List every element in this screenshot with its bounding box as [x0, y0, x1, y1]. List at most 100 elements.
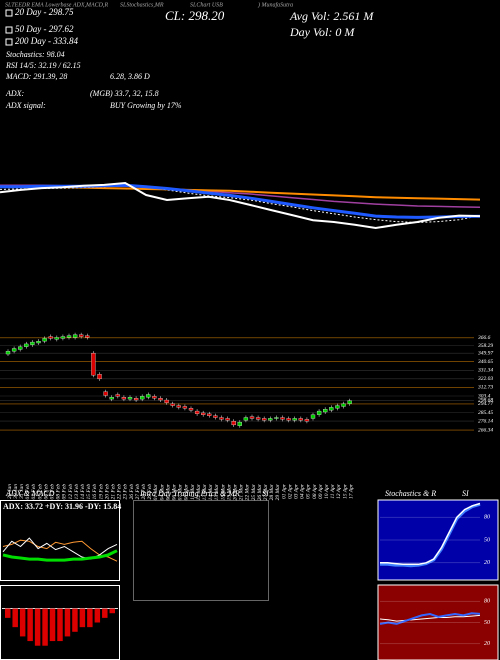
bar — [64, 608, 71, 637]
y-tick-label: 285.45 — [478, 409, 493, 416]
x-tick-label: 28 Mar — [269, 483, 275, 500]
candle — [225, 418, 230, 421]
bar — [49, 608, 56, 642]
y-tick-label: 312.73 — [477, 385, 493, 391]
candle — [54, 337, 59, 340]
candle — [194, 410, 200, 414]
candle — [158, 398, 163, 401]
y-tick-label: 50 — [484, 620, 490, 626]
annotation: ) MunafaSutra — [257, 1, 293, 8]
y-tick-label: 366.6 — [477, 335, 491, 341]
series-line — [2, 537, 118, 560]
x-tick-label: 27 Mar — [263, 483, 269, 500]
x-tick-label: 15 Feb — [86, 484, 92, 500]
candle — [97, 374, 102, 380]
y-tick-label: 294.77 — [478, 400, 493, 407]
x-tick-label: 11 Mar — [190, 483, 196, 500]
annotation: SLChart USB — [190, 2, 223, 8]
candle — [310, 414, 316, 419]
candle — [121, 397, 127, 400]
annotation: Avg Vol: 2.561 M — [289, 9, 374, 23]
x-tick-label: 21 Mar — [239, 483, 245, 500]
candle — [152, 396, 157, 399]
series-line — [379, 614, 481, 622]
candle — [249, 416, 255, 419]
candle — [30, 341, 35, 345]
candle — [262, 418, 267, 421]
x-tick-label: 08 Apr — [312, 483, 318, 499]
series-line — [2, 539, 118, 562]
candle — [316, 410, 322, 415]
x-tick-label: 07 Mar — [178, 483, 184, 500]
x-tick-label: 14 Feb — [79, 484, 86, 500]
candle — [170, 403, 175, 406]
x-tick-label: 16 Feb — [92, 484, 98, 500]
candle — [268, 418, 273, 421]
x-tick-label: 12 Mar — [196, 483, 202, 500]
series-line — [380, 502, 481, 566]
x-tick-label: 25 Mar — [251, 483, 257, 500]
x-tick-label: 06 Feb — [43, 484, 49, 500]
candle — [292, 418, 297, 421]
candle — [48, 336, 53, 339]
candle — [24, 343, 29, 347]
y-tick-label: 298.68 — [478, 398, 493, 404]
panel-title: Intra Day Trading Price & MR — [139, 489, 240, 498]
bar — [94, 608, 101, 623]
intraday-panel — [133, 500, 269, 601]
y-tick-label: 340.65 — [477, 358, 493, 365]
candle — [146, 394, 151, 398]
candle — [304, 419, 310, 422]
y-tick-label: 20 — [484, 641, 490, 647]
candle — [79, 334, 84, 337]
x-tick-label: 05 Mar — [165, 483, 171, 500]
y-tick-label: 80 — [484, 515, 490, 521]
annotation: CL: 298.20 — [165, 8, 225, 23]
annotation: MACD: 291.39, 28 — [5, 72, 67, 81]
x-tick-label: 29 Mar — [275, 483, 281, 500]
x-tick-label: 29 Feb — [147, 484, 153, 500]
candle — [72, 334, 78, 338]
y-tick-label: 80 — [484, 599, 490, 605]
candle — [140, 396, 145, 400]
candle — [335, 405, 340, 409]
bar — [79, 608, 86, 628]
legend-marker — [5, 9, 13, 17]
bar — [87, 608, 93, 628]
x-tick-label: 03 Apr — [293, 483, 299, 499]
x-tick-label: 07 Feb — [49, 484, 55, 500]
x-tick-label: 05 Feb — [37, 484, 43, 500]
candle — [213, 415, 218, 418]
series-line — [0, 181, 481, 230]
x-tick-label: 12 Feb — [68, 484, 74, 500]
candle — [133, 398, 139, 401]
panel-subtitle: SI — [262, 489, 269, 498]
x-tick-label: 19 Mar — [226, 483, 232, 500]
candle — [85, 335, 90, 338]
x-tick-label: 01 Feb — [25, 484, 31, 500]
x-tick-label: 13 Feb — [74, 484, 80, 500]
annotation: SLStochastics,MR — [120, 2, 164, 8]
x-tick-label: 28 Feb — [141, 484, 147, 500]
annotation: 20 Day - 298.75 — [15, 7, 74, 17]
legend-marker — [5, 26, 13, 34]
x-tick-label: 08 Mar — [184, 483, 190, 500]
x-tick-label: 01 Mar — [153, 483, 159, 500]
candle — [60, 336, 66, 339]
candle — [237, 421, 242, 426]
series-line — [0, 183, 481, 219]
candle — [341, 403, 346, 407]
annotation: (MGB) 33.7, 32, 15.8 — [90, 89, 159, 98]
candle — [115, 394, 120, 397]
annotation: ADX: — [5, 89, 25, 98]
x-tick-label: 15 Apr — [342, 483, 348, 499]
candle — [91, 352, 96, 376]
x-tick-label: 20 Mar — [232, 483, 238, 500]
candle — [182, 406, 188, 409]
candle — [323, 409, 328, 413]
bar — [57, 608, 63, 642]
y-tick-label: 331.34 — [477, 367, 493, 374]
annotation: 6.28, 3.86 D — [110, 72, 150, 81]
bar — [42, 608, 48, 646]
candle — [36, 341, 41, 344]
